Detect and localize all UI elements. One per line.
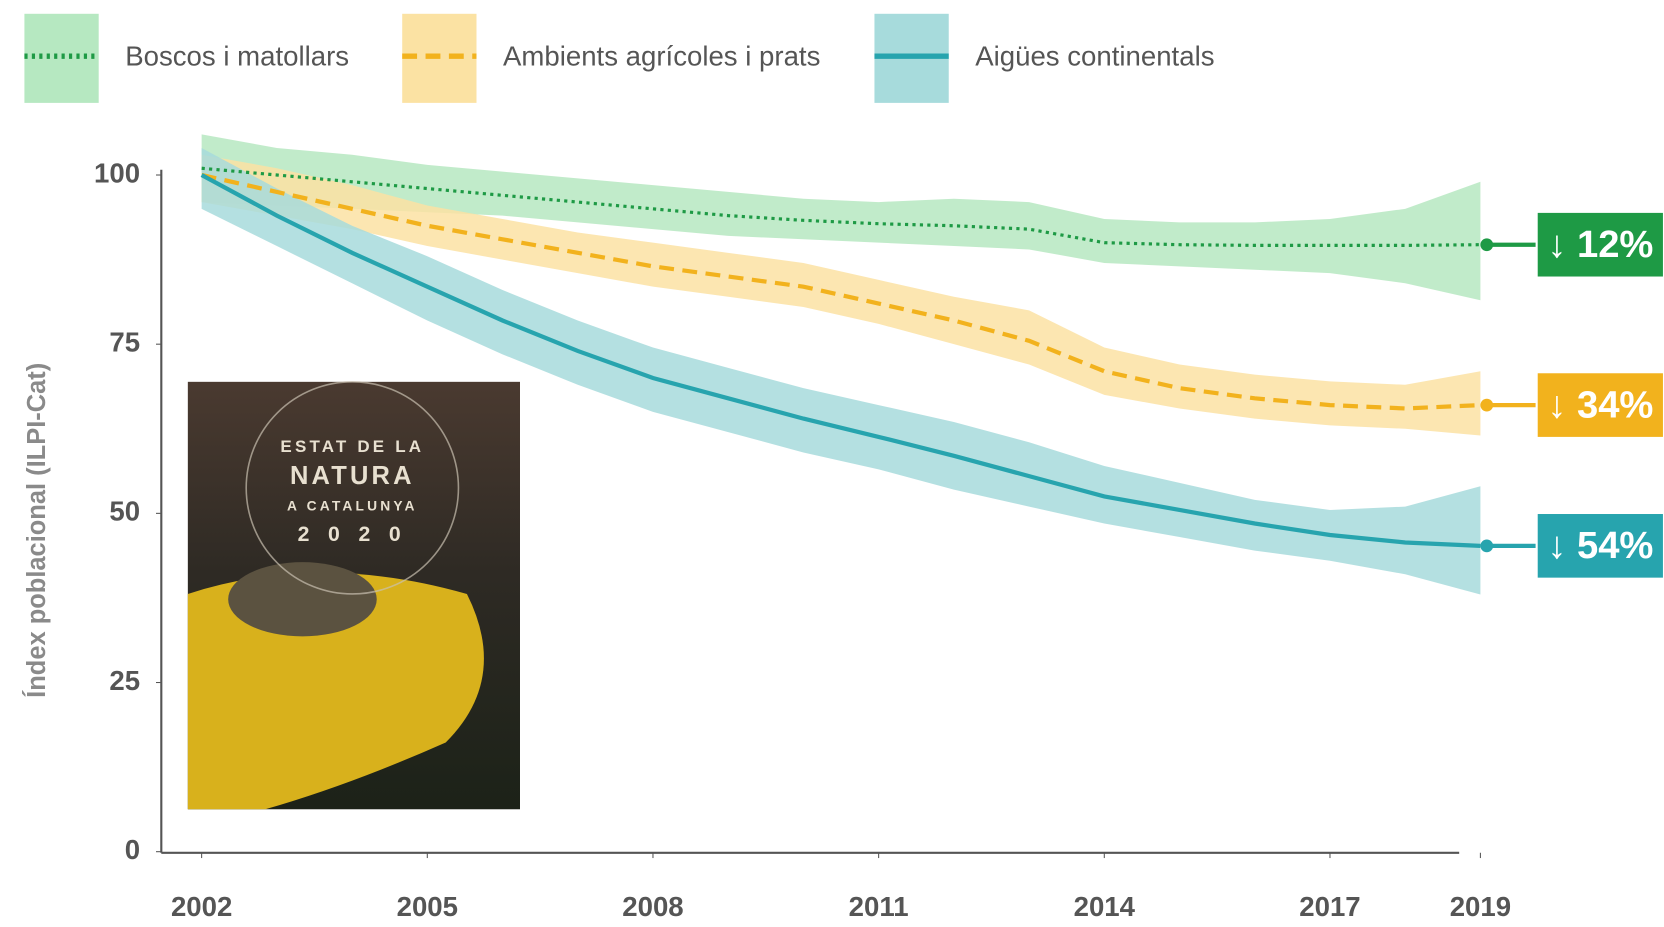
series-line [201,166,1481,247]
legend-label: Ambients agrícoles i prats [503,41,820,72]
x-tick-label: 2002 [171,891,232,922]
legend-label: Aigües continentals [975,41,1214,72]
cover-text: ESTAT DE LA [280,437,424,456]
frog [228,562,377,637]
change-label: ↓ 54% [1547,524,1653,567]
cover-circle [245,381,460,595]
confidence-band [201,147,1481,595]
legend-label: Boscos i matollars [125,41,349,72]
change-label: ↓ 34% [1547,383,1653,426]
y-tick-label: 75 [109,326,140,357]
x-tick-label: 2014 [1074,891,1136,922]
x-tick-label: 2011 [849,891,909,922]
y-tick-label: 100 [94,157,140,188]
x-tick-label: 2017 [1299,891,1360,922]
leaf [187,572,484,810]
cover-text: NATURA [290,462,415,490]
change-badge [1535,210,1664,279]
y-tick-label: 0 [125,834,140,865]
y-tick-label: 50 [109,496,140,527]
series-line [200,173,1481,548]
change-badge [1535,371,1664,440]
change-badge [1535,511,1664,580]
x-tick-label: 2008 [622,891,683,922]
x-tick-label: 2019 [1450,891,1511,922]
cover-image: ESTAT DE LA NATURA A CATALUNYA 2 0 2 0 [187,381,520,810]
change-label: ↓ 12% [1547,223,1653,266]
cover-text: A CATALUNYA [287,499,418,514]
y-axis-label: Índex poblacional (ILPI-Cat) [22,363,51,698]
confidence-band [201,134,1481,301]
confidence-band [201,154,1481,436]
series-line [201,172,1481,411]
legend-swatch [24,13,99,103]
cover-text: 2 0 2 0 [298,523,407,546]
y-tick-label: 25 [109,665,140,696]
x-tick-label: 2005 [397,891,458,922]
